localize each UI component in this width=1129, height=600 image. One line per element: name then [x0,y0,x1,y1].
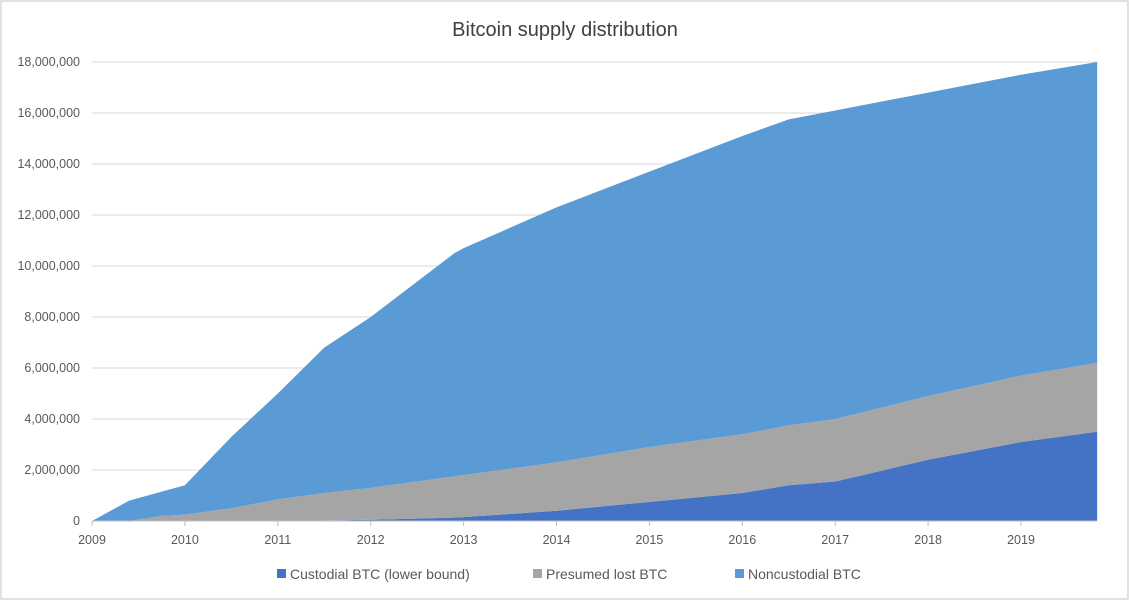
legend-label: Presumed lost BTC [546,566,667,582]
legend: Custodial BTC (lower bound) Presumed lost… [277,566,861,582]
x-axis: 2009 2010 2011 2012 2013 2014 2015 2016 2017 2018… [78,521,1035,547]
legend-swatch [735,569,744,578]
y-tick-label: 6,000,000 [24,361,80,375]
x-tick-label: 2017 [821,533,849,547]
y-tick-label: 8,000,000 [24,310,80,324]
area-custodial-btc-lower-bound [92,431,1098,521]
x-tick-label: 2019 [1007,533,1035,547]
chart-title: Bitcoin supply distribution [452,19,678,41]
y-tick-label: 0 [73,514,80,528]
x-tick-label: 2015 [635,533,663,547]
y-tick-label: 10,000,000 [17,259,80,273]
legend-label: Noncustodial BTC [748,566,861,582]
x-tick-label: 2012 [357,533,385,547]
area-noncustodial-btc [92,62,1098,521]
x-tick-label: 2009 [78,533,106,547]
legend-swatch [533,569,542,578]
x-tick-label: 2013 [450,533,478,547]
y-tick-label: 4,000,000 [24,412,80,426]
x-tick-label: 2018 [914,533,942,547]
y-tick-label: 12,000,000 [17,208,80,222]
legend-label: Custodial BTC (lower bound) [290,566,470,582]
y-axis: 0 2,000,000 4,000,000 6,000,000 8,000,000 10,… [17,55,80,528]
x-tick-label: 2011 [264,533,291,547]
x-tick-label: 2014 [543,533,571,547]
y-tick-label: 16,000,000 [17,106,80,120]
y-tick-label: 18,000,000 [17,55,80,69]
legend-swatch [277,569,286,578]
x-tick-label: 2010 [171,533,199,547]
y-tick-label: 2,000,000 [24,463,80,477]
y-tick-label: 14,000,000 [17,157,80,171]
area-presumed-lost-btc [92,362,1098,521]
x-tick-label: 2016 [728,533,756,547]
plot-area [92,62,1098,521]
